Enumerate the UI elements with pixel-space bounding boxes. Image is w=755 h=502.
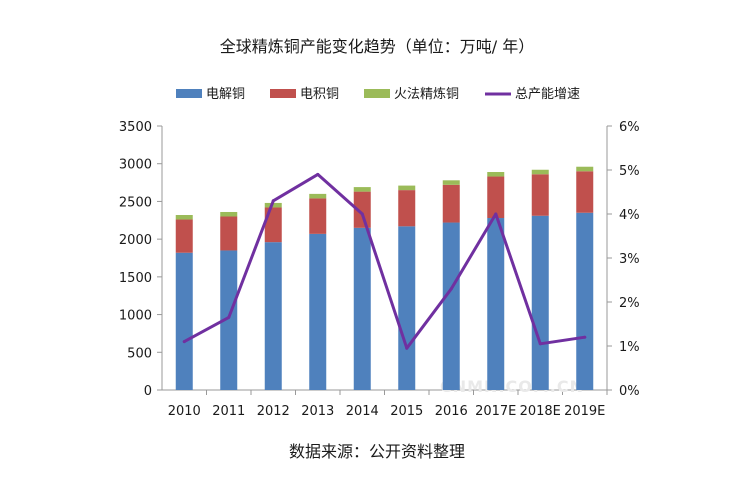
- x-tick-label-4: 2014: [346, 404, 379, 419]
- bar-1-2010: [175, 219, 193, 253]
- bar-2-2017E: [487, 172, 505, 177]
- bar-0-2016: [442, 222, 460, 390]
- growth-point-4: [360, 212, 364, 216]
- growth-point-1: [227, 315, 231, 319]
- right-tick-label-4: 4%: [619, 208, 640, 223]
- bar-0-2017E: [487, 218, 505, 390]
- bar-0-2012: [264, 242, 282, 390]
- right-tick-label-2: 2%: [619, 296, 640, 311]
- bar-2-2013: [309, 193, 327, 199]
- x-tick-label-2: 2012: [257, 404, 290, 419]
- x-tick-label-7: 2017E: [475, 404, 516, 419]
- right-tick-label-3: 3%: [619, 252, 640, 267]
- bar-0-2018E: [531, 215, 549, 390]
- growth-point-3: [316, 172, 320, 176]
- legend-swatch-1: [270, 89, 296, 98]
- growth-point-0: [182, 340, 186, 344]
- bar-2-2012: [264, 202, 282, 208]
- bar-2-2019E: [576, 166, 594, 172]
- bar-2-2010: [175, 215, 193, 220]
- left-tick-label-3: 1500: [119, 271, 152, 286]
- left-tick-label-2: 1000: [119, 309, 152, 324]
- legend-swatch-2: [364, 89, 390, 98]
- left-tick-label-0: 0: [144, 384, 152, 399]
- bar-1-2017E: [487, 176, 505, 219]
- bar-0-2013: [309, 233, 327, 390]
- growth-point-8: [538, 342, 542, 346]
- left-tick-label-7: 3500: [119, 120, 152, 135]
- bar-1-2016: [442, 184, 460, 223]
- bar-0-2011: [220, 250, 238, 390]
- bar-2-2015: [398, 185, 416, 191]
- right-tick-label-1: 1%: [619, 340, 640, 355]
- source-note: 数据来源：公开资料整理: [289, 442, 465, 461]
- x-tick-label-3: 2013: [301, 404, 334, 419]
- bar-2-2016: [442, 180, 460, 185]
- left-tick-label-4: 2000: [119, 233, 152, 248]
- legend-label-0: 电解铜: [206, 87, 245, 102]
- bar-1-2018E: [531, 174, 549, 216]
- x-tick-label-8: 2018E: [520, 404, 561, 419]
- left-tick-label-5: 2500: [119, 195, 152, 210]
- bars: [175, 166, 594, 390]
- bar-1-2019E: [576, 171, 594, 213]
- bar-2-2011: [220, 211, 238, 217]
- bar-1-2015: [398, 190, 416, 227]
- right-tick-label-0: 0%: [619, 384, 640, 399]
- growth-point-7: [494, 212, 498, 216]
- legend-label-line: 总产能增速: [515, 87, 580, 102]
- growth-point-9: [583, 335, 587, 339]
- growth-point-2: [271, 199, 275, 203]
- right-tick-label-6: 6%: [619, 120, 640, 135]
- bar-0-2015: [398, 226, 416, 390]
- bar-1-2011: [220, 216, 238, 251]
- x-tick-label-5: 2015: [390, 404, 423, 419]
- growth-line: [182, 172, 587, 350]
- right-tick-label-5: 5%: [619, 164, 640, 179]
- growth-point-5: [405, 346, 409, 350]
- growth-line-layer: [182, 172, 587, 350]
- bar-0-2010: [175, 252, 193, 390]
- x-tick-label-0: 2010: [168, 404, 201, 419]
- chart-title: 全球精炼铜产能变化趋势（单位：万吨/ 年）: [220, 37, 534, 56]
- x-tick-label-6: 2016: [435, 404, 468, 419]
- left-tick-label-6: 3000: [119, 158, 152, 173]
- bar-2-2014: [353, 187, 371, 192]
- bar-2-2018E: [531, 169, 549, 175]
- growth-point-6: [449, 287, 453, 291]
- watermark: CNMN.COM.CN: [440, 377, 584, 396]
- legend-swatch-0: [176, 89, 202, 98]
- legend-label-2: 火法精炼铜: [394, 87, 459, 102]
- bar-0-2019E: [576, 212, 594, 390]
- bar-1-2014: [353, 191, 371, 228]
- left-tick-label-1: 500: [127, 346, 152, 361]
- bar-1-2013: [309, 198, 327, 234]
- x-tick-label-1: 2011: [212, 404, 245, 419]
- axes: 0 500 1000 1500 2000 2500 3000 3500 0% 1% 2% 3% 4% 5%…: [119, 120, 640, 419]
- x-tick-label-9: 2019E: [564, 404, 605, 419]
- legend: 电解铜 电积铜 火法精炼铜 总产能增速: [176, 87, 580, 102]
- legend-label-1: 电积铜: [300, 87, 339, 102]
- bar-0-2014: [353, 227, 371, 390]
